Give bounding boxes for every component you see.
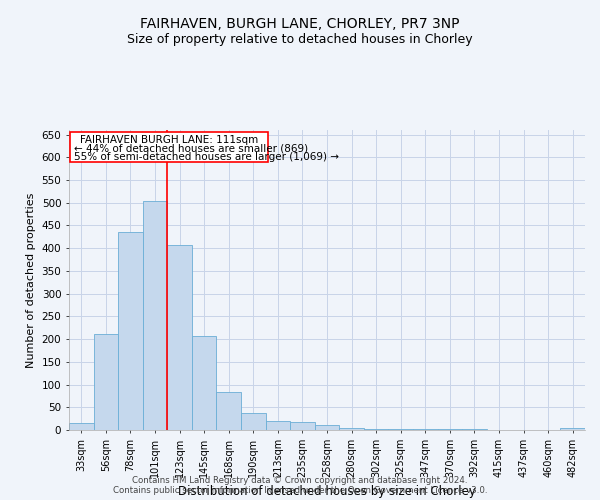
Text: FAIRHAVEN BURGH LANE: 111sqm: FAIRHAVEN BURGH LANE: 111sqm	[80, 134, 258, 144]
Text: Contains HM Land Registry data © Crown copyright and database right 2024.
Contai: Contains HM Land Registry data © Crown c…	[113, 476, 487, 495]
Bar	[143, 202, 167, 430]
Text: ← 44% of detached houses are smaller (869): ← 44% of detached houses are smaller (86…	[74, 144, 308, 154]
Bar	[192, 336, 217, 430]
Bar	[118, 232, 143, 430]
FancyBboxPatch shape	[70, 132, 268, 162]
Y-axis label: Number of detached properties: Number of detached properties	[26, 192, 36, 368]
Bar	[94, 334, 118, 430]
Bar	[560, 428, 585, 430]
Bar	[388, 428, 413, 430]
Bar	[69, 423, 94, 430]
Bar	[266, 422, 290, 430]
Bar	[315, 426, 339, 430]
Bar	[364, 428, 388, 430]
Bar	[413, 428, 437, 430]
X-axis label: Distribution of detached houses by size in Chorley: Distribution of detached houses by size …	[178, 486, 476, 498]
Bar	[339, 428, 364, 430]
Bar	[167, 245, 192, 430]
Text: Size of property relative to detached houses in Chorley: Size of property relative to detached ho…	[127, 32, 473, 46]
Bar	[217, 392, 241, 430]
Text: FAIRHAVEN, BURGH LANE, CHORLEY, PR7 3NP: FAIRHAVEN, BURGH LANE, CHORLEY, PR7 3NP	[140, 18, 460, 32]
Text: 55% of semi-detached houses are larger (1,069) →: 55% of semi-detached houses are larger (…	[74, 152, 339, 162]
Bar	[462, 428, 487, 430]
Bar	[437, 428, 462, 430]
Bar	[290, 422, 315, 430]
Bar	[241, 412, 266, 430]
